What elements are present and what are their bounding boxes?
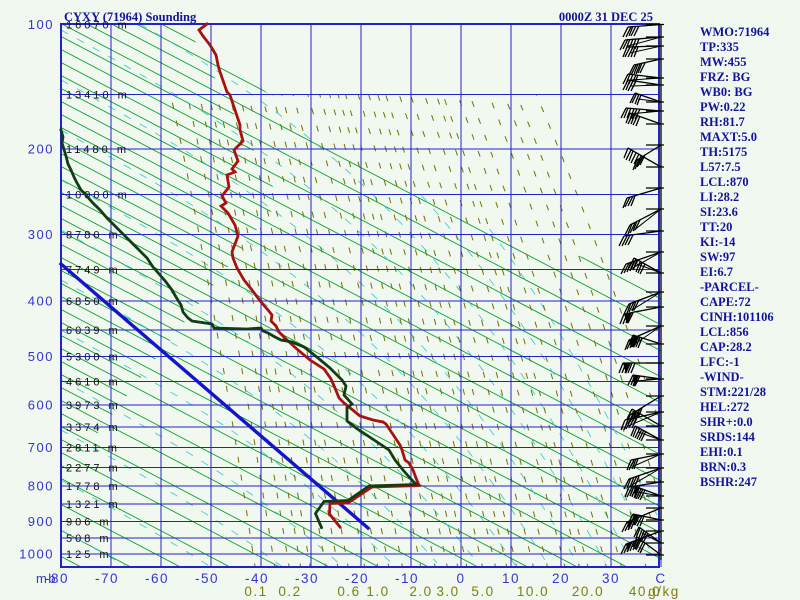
svg-text:3374 m: 3374 m — [66, 422, 121, 434]
svg-text:5.0: 5.0 — [471, 584, 494, 599]
svg-text:STM:221/28: STM:221/28 — [700, 385, 766, 399]
svg-text:7749 m: 7749 m — [66, 264, 121, 276]
svg-text:BRN:0.3: BRN:0.3 — [700, 460, 746, 474]
svg-text:300: 300 — [28, 227, 54, 242]
svg-text:40.0: 40.0 — [629, 584, 661, 599]
svg-text:100: 100 — [28, 17, 54, 32]
svg-text:-30: -30 — [295, 571, 319, 586]
svg-text:LCL:870: LCL:870 — [700, 175, 749, 189]
svg-text:500: 500 — [28, 349, 54, 364]
svg-text:EI:6.7: EI:6.7 — [700, 265, 733, 279]
svg-text:mb: mb — [36, 571, 57, 586]
svg-text:TH:5175: TH:5175 — [700, 145, 747, 159]
svg-text:-WIND-: -WIND- — [700, 370, 744, 384]
svg-text:0.1: 0.1 — [244, 584, 267, 599]
svg-text:SW:97: SW:97 — [700, 250, 735, 264]
svg-text:20.0: 20.0 — [572, 584, 604, 599]
svg-text:10: 10 — [502, 571, 520, 586]
svg-text:0000Z 31 DEC 25: 0000Z 31 DEC 25 — [559, 10, 653, 24]
svg-text:LFC:-1: LFC:-1 — [700, 355, 740, 369]
svg-text:MAXT:5.0: MAXT:5.0 — [700, 130, 757, 144]
svg-text:LI:28.2: LI:28.2 — [700, 190, 739, 204]
svg-text:10.0: 10.0 — [517, 584, 549, 599]
svg-text:WMO:71964: WMO:71964 — [700, 25, 770, 39]
svg-text:600: 600 — [28, 397, 54, 412]
svg-text:-70: -70 — [95, 571, 119, 586]
svg-text:1321 m: 1321 m — [66, 499, 121, 511]
svg-text:1778 m: 1778 m — [66, 481, 121, 493]
svg-text:CINH:101106: CINH:101106 — [700, 310, 774, 324]
svg-text:5300 m: 5300 m — [66, 352, 121, 364]
svg-text:TP:335: TP:335 — [700, 40, 739, 54]
svg-text:200: 200 — [28, 142, 54, 157]
svg-text:900: 900 — [28, 514, 54, 529]
svg-text:SI:23.6: SI:23.6 — [700, 205, 738, 219]
svg-text:906 m: 906 m — [66, 517, 112, 529]
svg-text:SHR+:0.0: SHR+:0.0 — [700, 415, 753, 429]
svg-text:508 m: 508 m — [66, 533, 112, 545]
svg-text:-80: -80 — [45, 571, 69, 586]
svg-text:SRDS:144: SRDS:144 — [700, 430, 756, 444]
svg-text:10000 m: 10000 m — [66, 190, 130, 202]
svg-text:2277 m: 2277 m — [66, 462, 121, 474]
svg-text:2.0: 2.0 — [409, 584, 432, 599]
svg-text:-20: -20 — [345, 571, 369, 586]
svg-text:8780 m: 8780 m — [66, 229, 121, 241]
svg-text:-50: -50 — [195, 571, 219, 586]
svg-text:KI:-14: KI:-14 — [700, 235, 736, 249]
svg-text:400: 400 — [28, 294, 54, 309]
svg-text:6850 m: 6850 m — [66, 296, 121, 308]
svg-text:30: 30 — [602, 571, 620, 586]
svg-text:11480 m: 11480 m — [66, 144, 129, 156]
svg-text:RH:81.7: RH:81.7 — [700, 115, 745, 129]
svg-text:0.2: 0.2 — [278, 584, 301, 599]
svg-text:3973 m: 3973 m — [66, 400, 121, 412]
svg-text:0: 0 — [456, 571, 465, 586]
svg-text:700: 700 — [28, 440, 54, 455]
svg-text:FRZ: BG: FRZ: BG — [700, 70, 751, 84]
svg-text:TT:20: TT:20 — [700, 220, 732, 234]
svg-text:-60: -60 — [145, 571, 169, 586]
svg-text:PW:0.22: PW:0.22 — [700, 100, 745, 114]
svg-text:13410 m: 13410 m — [66, 89, 130, 101]
svg-text:HEL:272: HEL:272 — [700, 400, 749, 414]
svg-text:CYXY (71964) Sounding: CYXY (71964) Sounding — [64, 10, 197, 24]
svg-text:g/kg: g/kg — [648, 584, 680, 599]
svg-text:-10: -10 — [395, 571, 419, 586]
svg-text:6039 m: 6039 m — [66, 325, 121, 337]
svg-text:WB0: BG: WB0: BG — [700, 85, 753, 99]
svg-text:3.0: 3.0 — [436, 584, 459, 599]
svg-text:1000: 1000 — [19, 547, 54, 562]
svg-text:MW:455: MW:455 — [700, 55, 747, 69]
svg-text:16070 m: 16070 m — [66, 20, 130, 32]
svg-text:0.6: 0.6 — [337, 584, 360, 599]
svg-text:-PARCEL-: -PARCEL- — [700, 280, 759, 294]
svg-text:C: C — [655, 571, 666, 586]
svg-text:BSHR:247: BSHR:247 — [700, 475, 757, 489]
svg-text:2811 m: 2811 m — [66, 443, 120, 455]
svg-text:EHI:0.1: EHI:0.1 — [700, 445, 743, 459]
svg-text:LCL:856: LCL:856 — [700, 325, 749, 339]
svg-text:-40: -40 — [245, 571, 269, 586]
svg-text:4610 m: 4610 m — [66, 377, 121, 389]
svg-text:CAPE:72: CAPE:72 — [700, 295, 751, 309]
svg-text:CAP:28.2: CAP:28.2 — [700, 340, 752, 354]
svg-text:125 m: 125 m — [66, 549, 112, 561]
svg-text:20: 20 — [552, 571, 570, 586]
svg-text:800: 800 — [28, 479, 54, 494]
svg-text:1.0: 1.0 — [366, 584, 389, 599]
svg-text:L57:7.5: L57:7.5 — [700, 160, 741, 174]
